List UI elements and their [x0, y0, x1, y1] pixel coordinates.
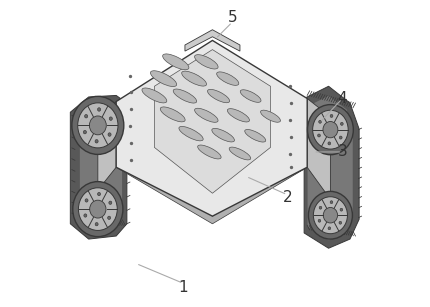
Polygon shape [70, 95, 126, 239]
Ellipse shape [340, 122, 342, 125]
Ellipse shape [329, 115, 332, 118]
Ellipse shape [83, 130, 86, 134]
Ellipse shape [327, 142, 330, 145]
Ellipse shape [322, 208, 337, 223]
Text: 4: 4 [337, 91, 346, 106]
Ellipse shape [207, 89, 229, 103]
Ellipse shape [338, 136, 341, 139]
Ellipse shape [78, 188, 117, 231]
Polygon shape [184, 30, 240, 51]
Ellipse shape [72, 96, 123, 154]
Ellipse shape [108, 133, 111, 136]
Ellipse shape [95, 223, 98, 226]
Ellipse shape [329, 201, 332, 204]
Polygon shape [79, 108, 122, 231]
Ellipse shape [84, 214, 87, 217]
Ellipse shape [338, 221, 341, 224]
Ellipse shape [160, 107, 185, 122]
Ellipse shape [211, 128, 234, 142]
Text: 1: 1 [178, 280, 188, 295]
Ellipse shape [319, 206, 321, 209]
Ellipse shape [229, 147, 250, 160]
Text: 5: 5 [227, 10, 237, 25]
Polygon shape [307, 99, 330, 199]
Ellipse shape [317, 134, 319, 137]
Ellipse shape [97, 192, 100, 196]
Ellipse shape [150, 71, 176, 87]
Ellipse shape [89, 116, 106, 135]
Ellipse shape [97, 108, 101, 111]
Ellipse shape [77, 103, 118, 148]
Polygon shape [304, 86, 358, 248]
Ellipse shape [322, 122, 337, 138]
Ellipse shape [89, 200, 106, 218]
Ellipse shape [308, 191, 352, 239]
Ellipse shape [181, 71, 206, 86]
Ellipse shape [178, 126, 203, 141]
Ellipse shape [307, 105, 353, 155]
Ellipse shape [162, 54, 188, 70]
Ellipse shape [109, 117, 112, 120]
Ellipse shape [313, 197, 347, 234]
Ellipse shape [141, 88, 166, 103]
Ellipse shape [85, 199, 88, 202]
Ellipse shape [312, 110, 347, 149]
Ellipse shape [317, 219, 320, 222]
Ellipse shape [109, 201, 111, 204]
Polygon shape [307, 95, 352, 241]
Ellipse shape [318, 120, 321, 123]
Text: 3: 3 [337, 145, 347, 159]
Ellipse shape [339, 208, 342, 211]
Ellipse shape [108, 216, 111, 220]
Ellipse shape [260, 110, 280, 122]
Ellipse shape [73, 182, 123, 237]
Polygon shape [98, 102, 116, 190]
Ellipse shape [244, 130, 265, 142]
Ellipse shape [227, 109, 249, 122]
Polygon shape [116, 41, 307, 216]
Ellipse shape [194, 55, 218, 69]
Ellipse shape [84, 115, 87, 118]
Ellipse shape [197, 145, 221, 159]
Text: 2: 2 [282, 190, 292, 205]
Polygon shape [154, 50, 270, 193]
Ellipse shape [95, 140, 98, 143]
Polygon shape [116, 160, 307, 224]
Ellipse shape [194, 108, 218, 122]
Ellipse shape [240, 90, 261, 102]
Ellipse shape [173, 89, 196, 103]
Ellipse shape [327, 227, 330, 230]
Ellipse shape [216, 72, 238, 85]
